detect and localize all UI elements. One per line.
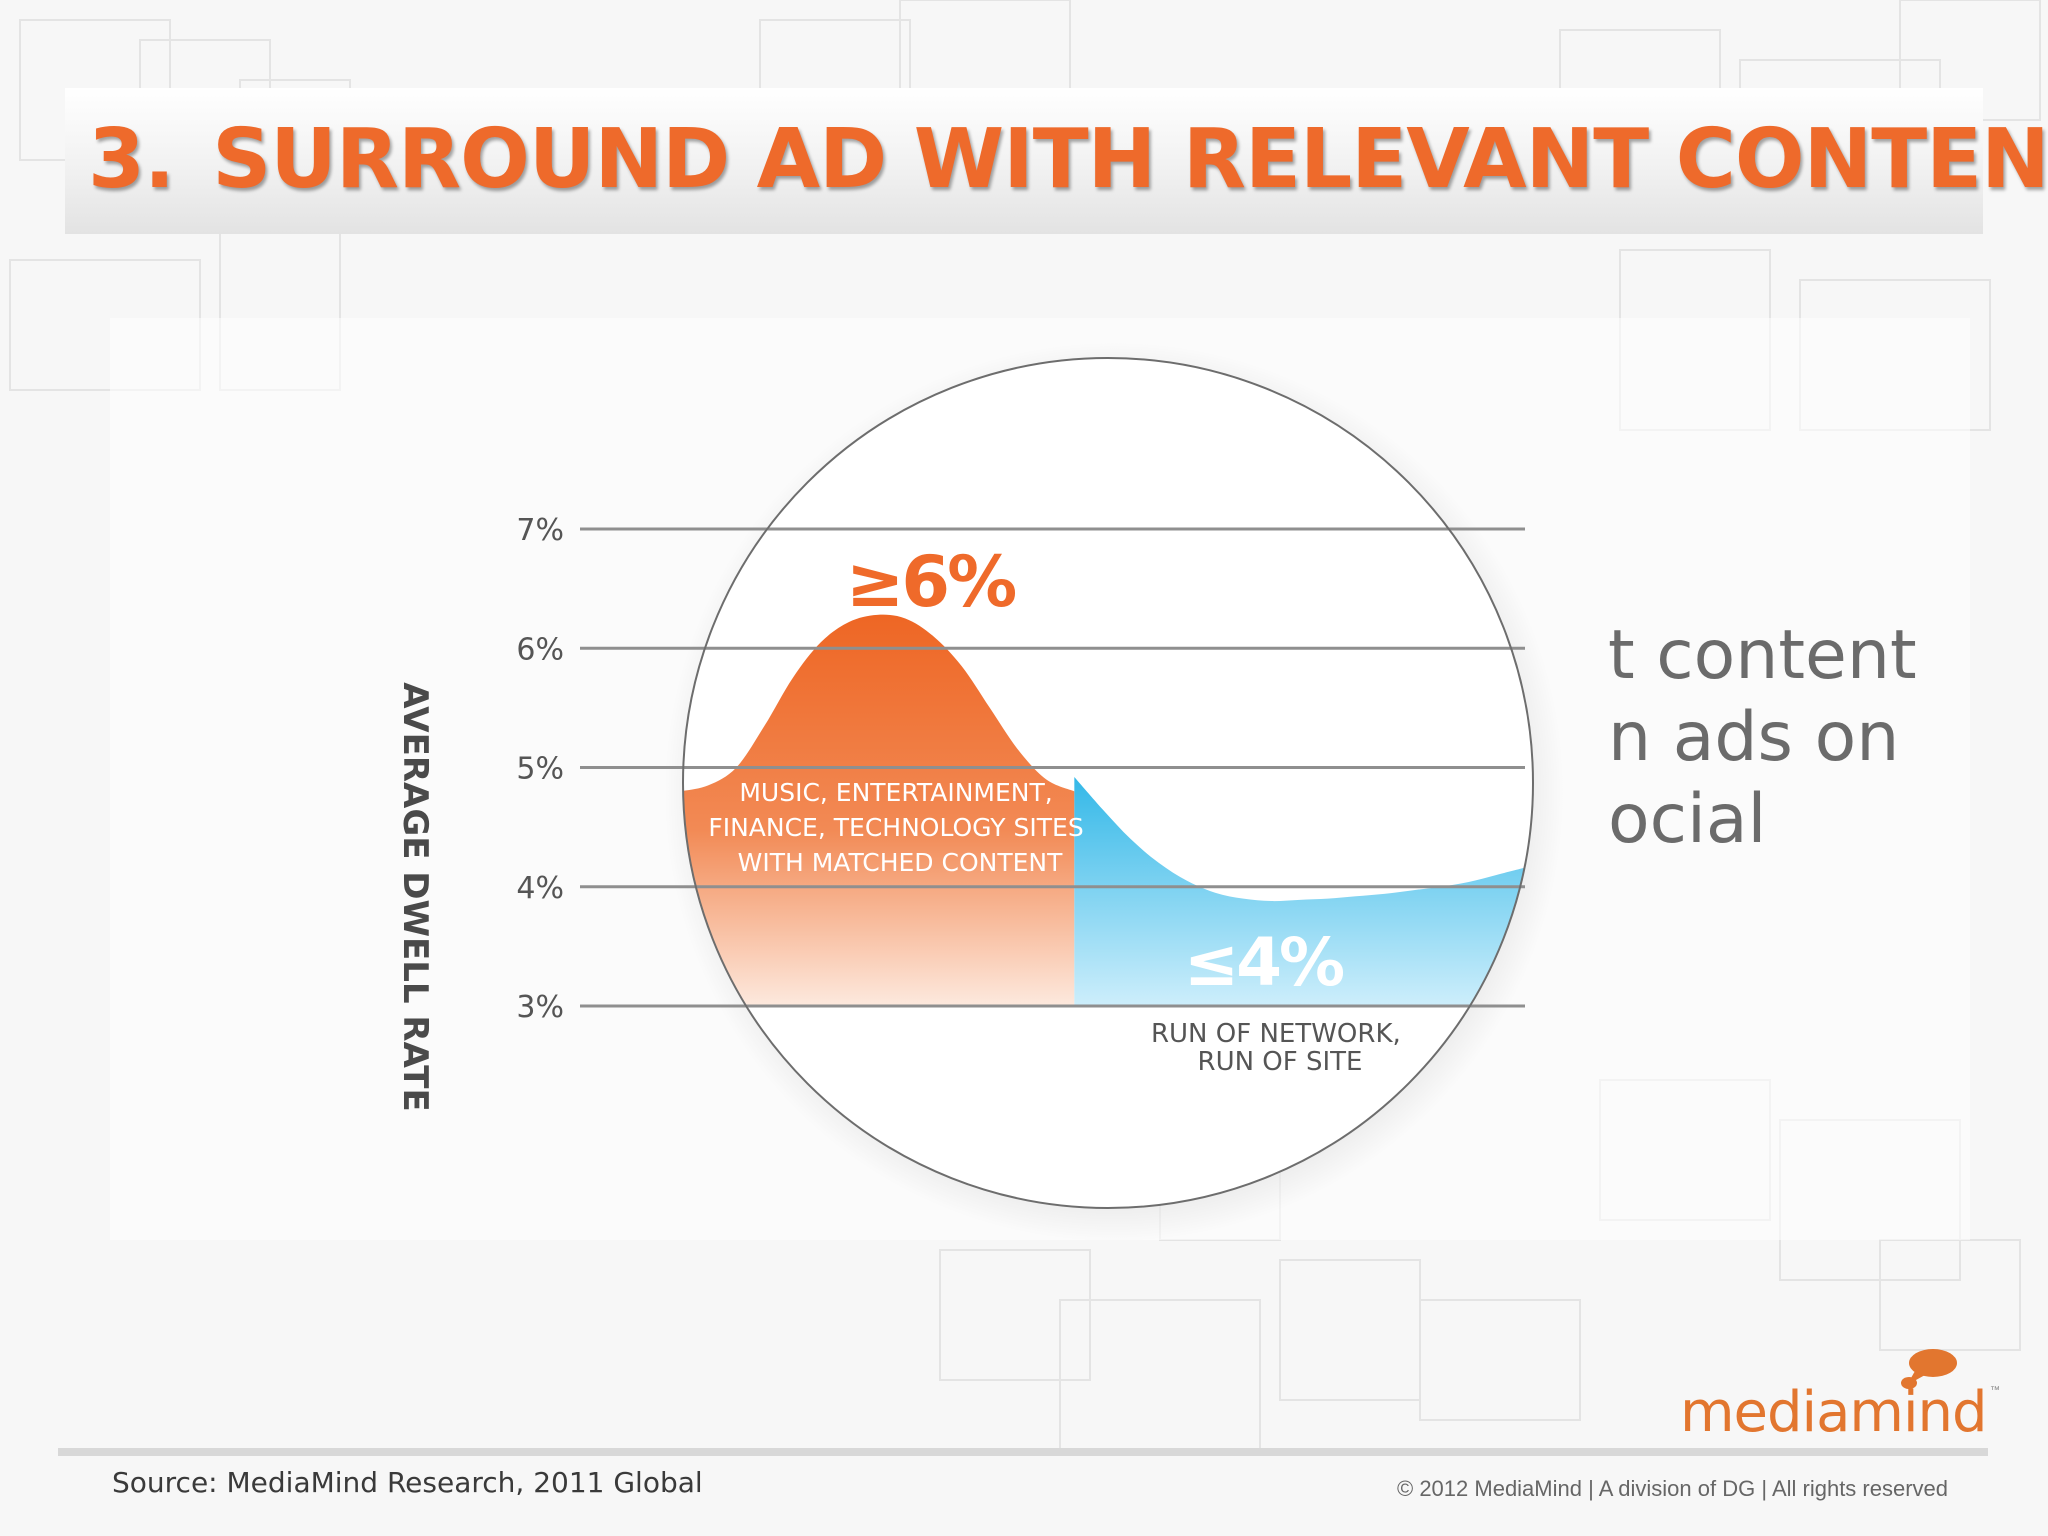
title-band [65,88,1983,234]
body-line-2: n ads on [1608,698,1900,777]
series-label-matched: MUSIC, ENTERTAINMENT, FINANCE, TECHNOLOG… [708,778,1091,877]
logo-trademark: ™ [1990,1385,2000,1396]
title-number: 3. [88,112,175,207]
footer-rule [58,1448,1988,1456]
series-label-matched-line-3: WITH MATCHED CONTENT [738,848,1063,877]
series-label-matched-line-2: FINANCE, TECHNOLOGY SITES [708,813,1083,842]
logo-text: mediamind [1680,1380,1988,1445]
gridlines [580,527,1525,1008]
y-axis-label: AVERAGE DWELL RATE [395,682,435,1111]
annotation-run-of-network: ≤4% [1184,924,1344,1001]
copyright-notice: © 2012 MediaMind | A division of DG | Al… [1397,1476,1949,1501]
speech-bubble-icon [1901,1349,1957,1389]
body-text: t content n ads on ocial [1608,615,1917,861]
y-tick-label-6pct: 6% [516,632,564,667]
y-tick-label-7pct: 7% [516,513,564,548]
y-tick-label-5pct: 5% [516,752,564,787]
body-line-3: ocial [1608,780,1767,859]
annotation-matched: ≥6% [846,541,1015,623]
title-text: SURROUND AD WITH RELEVANT CONTENT [212,112,2048,207]
mediamind-logo: mediamind ™ [1680,1345,2000,1445]
series-label-matched-line-1: MUSIC, ENTERTAINMENT, [739,778,1052,807]
y-tick-label-4pct: 4% [516,871,564,906]
series-label-ron-line-1: RUN OF NETWORK, [1151,1019,1401,1049]
source-note: Source: MediaMind Research, 2011 Global [112,1466,703,1499]
area-matched-content [683,614,1075,1006]
chart-circle-outline [682,357,1534,1209]
series-label-run-of-network: RUN OF NETWORK, RUN OF SITE [1151,1019,1409,1077]
y-tick-label-3pct: 3% [516,990,564,1025]
area-run-of-network [1074,777,1533,1006]
y-tick-labels: 7% 6% 5% 4% 3% [516,513,564,1025]
slide-title: 3. SURROUND AD WITH RELEVANT CONTENT [88,112,2048,207]
series-label-ron-line-2: RUN OF SITE [1198,1047,1363,1077]
body-line-1: t content [1608,616,1917,695]
